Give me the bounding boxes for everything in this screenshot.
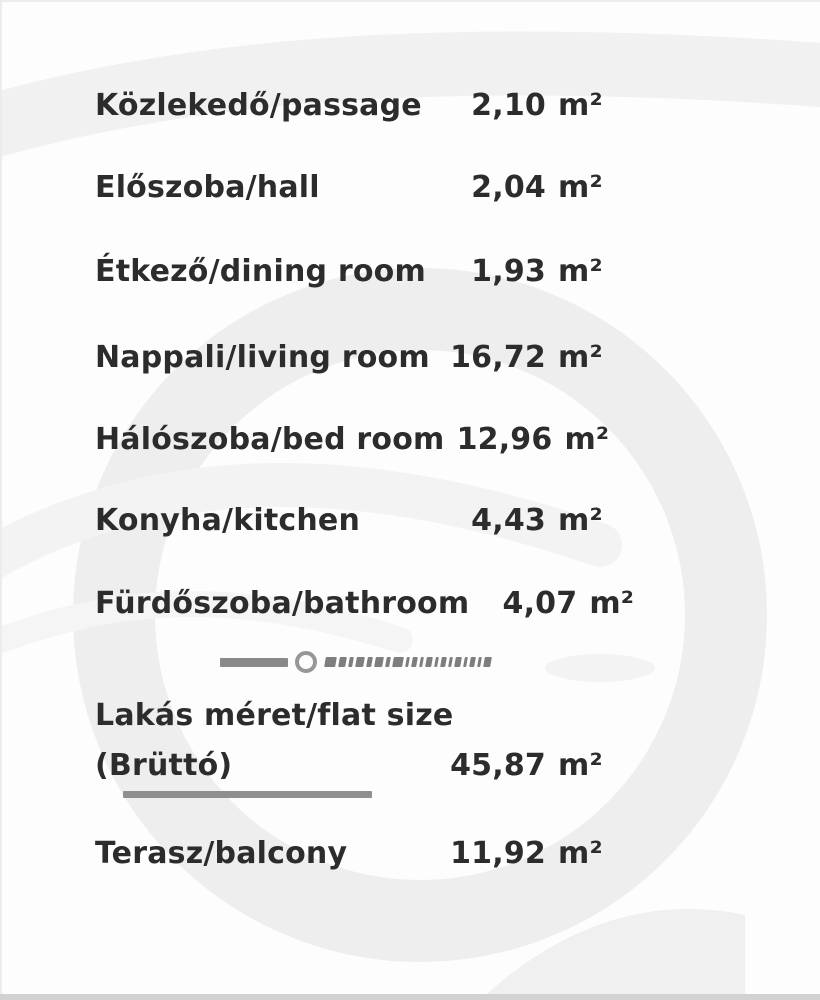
room-area-unit: m² [558, 503, 603, 538]
watermark-mark [440, 657, 447, 667]
room-area: 4,07 m² [469, 586, 651, 621]
room-area-unit: m² [558, 170, 603, 205]
room-row: Előszoba/hall 2,04 m² [95, 170, 620, 205]
watermark-mark [425, 657, 433, 667]
watermark-mark [454, 657, 462, 667]
room-label: Hálószoba/bed room [95, 422, 445, 457]
room-area-value: 2,04 [471, 170, 546, 205]
divider-line [220, 657, 288, 667]
room-area-unit: m² [564, 422, 610, 457]
watermark-mark [419, 657, 424, 667]
balcony-value: 11,92 [450, 836, 546, 871]
room-area: 2,10 m² [438, 88, 620, 123]
flat-size-row: (Brüttó) 45,87 m² [95, 748, 620, 783]
room-area-unit: m² [558, 88, 603, 123]
watermark-mark [463, 657, 468, 667]
scan-edge-top [0, 0, 820, 2]
section-divider [220, 651, 540, 673]
room-area-value: 16,72 [450, 340, 546, 375]
watermark-mark [355, 657, 365, 667]
watermark-mark [392, 657, 404, 667]
balcony-row: Terasz/balcony 11,92 m² [95, 836, 620, 871]
room-area-unit: m² [558, 340, 603, 375]
scan-edge-left [0, 0, 2, 1000]
flat-size-value: 45,87 [450, 748, 546, 783]
room-area: 4,43 m² [438, 503, 620, 538]
watermark-mark [374, 657, 384, 667]
watermark-mark [348, 657, 354, 667]
flat-size-label-line1: Lakás méret/flat size [95, 698, 454, 733]
room-row: Konyha/kitchen 4,43 m² [95, 503, 620, 538]
flat-size-area: 45,87 m² [438, 748, 620, 783]
watermark-mark [405, 657, 410, 667]
watermark-mark [411, 657, 418, 667]
room-area-unit: m² [589, 586, 635, 621]
balcony-label: Terasz/balcony [95, 836, 348, 871]
watermark-mark [338, 657, 347, 667]
watermark-mark [469, 657, 476, 667]
room-label: Étkező/dining room [95, 254, 426, 289]
room-list: Közlekedő/passage 2,10 m² Előszoba/hall 2… [95, 0, 634, 1000]
room-label: Konyha/kitchen [95, 503, 361, 538]
room-label: Előszoba/hall [95, 170, 320, 205]
room-row: Közlekedő/passage 2,10 m² [95, 88, 620, 123]
room-label: Közlekedő/passage [95, 88, 422, 123]
room-area: 12,96 m² [444, 422, 626, 457]
room-area-value: 12,96 [456, 422, 553, 457]
watermark-mark [448, 657, 453, 667]
watermark-mark [483, 657, 492, 667]
watermark-marks [324, 657, 495, 667]
flat-size-unit: m² [558, 748, 603, 783]
watermark-mark [366, 657, 373, 667]
room-row: Nappali/living room 16,72 m² [95, 340, 620, 375]
watermark-mark [324, 657, 337, 667]
flat-size-label-line2: (Brüttó) [95, 748, 233, 783]
room-label: Nappali/living room [95, 340, 430, 375]
watermark-mark [477, 657, 482, 667]
flat-size-underline [123, 791, 372, 798]
balcony-unit: m² [558, 836, 603, 871]
balcony-area: 11,92 m² [438, 836, 620, 871]
room-row: Fürdőszoba/bathroom 4,07 m² [95, 586, 634, 621]
room-area-value: 2,10 [471, 88, 546, 123]
scan-edge-bottom [0, 994, 820, 1000]
room-area-value: 4,43 [471, 503, 546, 538]
room-area-value: 4,07 [502, 586, 578, 621]
room-area-value: 1,93 [471, 254, 546, 289]
watermark-mark [385, 657, 391, 667]
room-label: Fürdőszoba/bathroom [95, 586, 470, 621]
watermark-mark [434, 657, 439, 667]
room-area: 1,93 m² [438, 254, 620, 289]
room-area: 2,04 m² [438, 170, 620, 205]
room-area: 16,72 m² [438, 340, 620, 375]
room-row: Étkező/dining room 1,93 m² [95, 254, 620, 289]
room-area-unit: m² [558, 254, 603, 289]
room-row: Hálószoba/bed room 12,96 m² [95, 422, 620, 457]
copyright-circle-icon [295, 651, 317, 673]
